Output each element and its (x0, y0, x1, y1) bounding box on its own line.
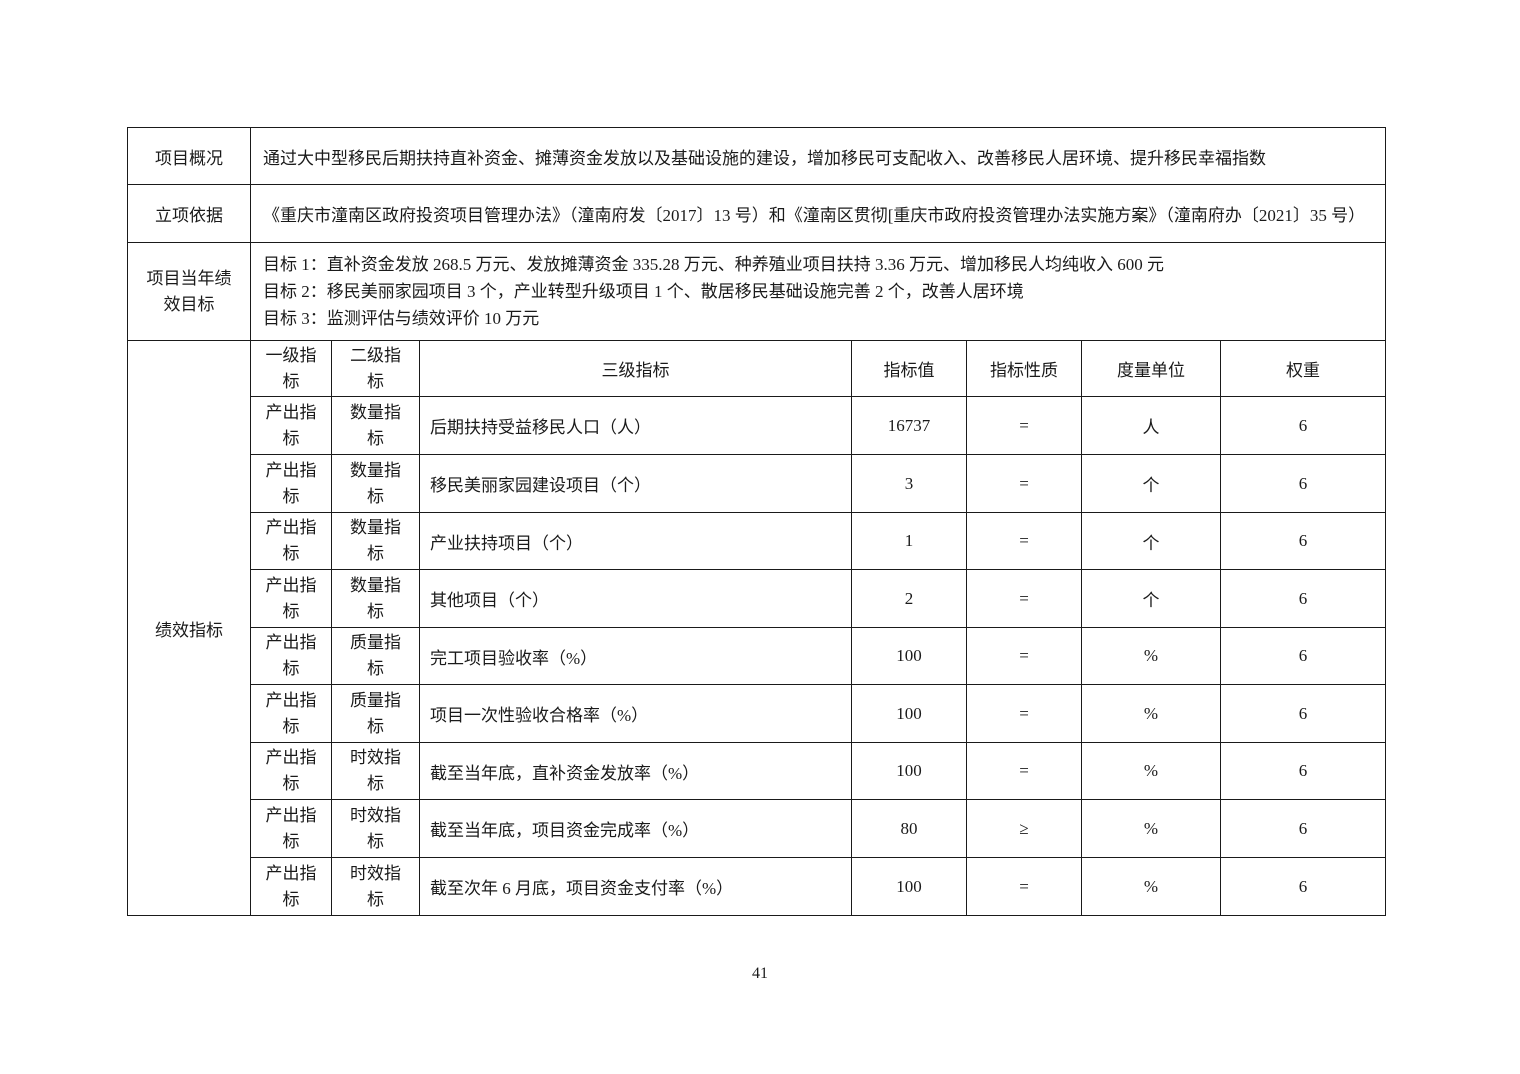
cell-level2: 时效指标 (331, 799, 420, 858)
cell-nature: = (966, 454, 1082, 513)
cell-nature: = (966, 396, 1082, 455)
cell-value: 100 (851, 627, 967, 685)
header-weight: 权重 (1219, 340, 1387, 397)
page-number: 41 (752, 965, 768, 982)
cell-weight: 6 (1219, 569, 1387, 628)
cell-level2: 数量指标 (331, 512, 420, 570)
header-indicator-value: 指标值 (851, 340, 967, 397)
cell-level3: 后期扶持受益移民人口（人） (419, 396, 852, 455)
goal-line-1: 目标 1：直补资金发放 268.5 万元、发放摊薄资金 335.28 万元、种养… (263, 255, 1164, 274)
cell-unit: 人 (1081, 396, 1221, 455)
cell-level1: 产出指标 (250, 396, 332, 455)
table-header-row: 绩效指标 一级指标 二级指标 三级指标 指标值 指标性质 度量单位 权重 (127, 340, 1387, 916)
cell-weight: 6 (1219, 684, 1387, 743)
cell-level1: 产出指标 (250, 454, 332, 513)
cell-nature: ≥ (966, 799, 1082, 858)
cell-level2: 数量指标 (331, 396, 420, 455)
cell-value: 80 (851, 799, 967, 858)
cell-nature: = (966, 569, 1082, 628)
cell-level3: 其他项目（个） (419, 569, 852, 628)
cell-level3: 截至次年 6 月底，项目资金支付率（%） (419, 857, 852, 916)
cell-weight: 6 (1219, 396, 1387, 455)
indicator-row: 产出指标 质量指标 项目一次性验收合格率（%） 100 = % 6 (128, 684, 1387, 743)
cell-level2: 时效指标 (331, 857, 420, 916)
cell-level3: 移民美丽家园建设项目（个） (419, 454, 852, 513)
indicator-row: 产出指标 时效指标 截至次年 6 月底，项目资金支付率（%） 100 = % 6 (128, 857, 1387, 916)
cell-weight: 6 (1219, 454, 1387, 513)
header-level2-indicator: 二级指标 (331, 340, 420, 397)
cell-value: 100 (851, 742, 967, 800)
cell-level1: 产出指标 (250, 512, 332, 570)
cell-weight: 6 (1219, 799, 1387, 858)
indicator-row: 产出指标 数量指标 移民美丽家园建设项目（个） 3 = 个 6 (128, 454, 1387, 513)
approval-basis-content: 《重庆市潼南区政府投资项目管理办法》（潼南府发〔2017〕13 号）和《潼南区贯… (249, 184, 1387, 243)
cell-value: 2 (851, 569, 967, 628)
header-indicator-nature: 指标性质 (966, 340, 1082, 397)
indicator-row: 产出指标 数量指标 其他项目（个） 2 = 个 6 (128, 569, 1387, 628)
cell-unit: % (1081, 857, 1221, 916)
cell-weight: 6 (1219, 857, 1387, 916)
cell-weight: 6 (1219, 512, 1387, 570)
cell-level3: 完工项目验收率（%） (419, 627, 852, 685)
cell-unit: % (1081, 627, 1221, 685)
project-overview-content: 通过大中型移民后期扶持直补资金、摊薄资金发放以及基础设施的建设，增加移民可支配收… (249, 127, 1387, 185)
header-measure-unit: 度量单位 (1081, 340, 1221, 397)
cell-nature: = (966, 742, 1082, 800)
cell-level1: 产出指标 (250, 742, 332, 800)
performance-indicators-table: 项目概况 通过大中型移民后期扶持直补资金、摊薄资金发放以及基础设施的建设，增加移… (127, 127, 1387, 916)
cell-unit: % (1081, 684, 1221, 743)
header-level3-indicator: 三级指标 (419, 340, 852, 397)
cell-level1: 产出指标 (250, 684, 332, 743)
indicator-row: 产出指标 时效指标 截至当年底，直补资金发放率（%） 100 = % 6 (128, 742, 1387, 800)
table-row: 立项依据 《重庆市潼南区政府投资项目管理办法》（潼南府发〔2017〕13 号）和… (127, 184, 1387, 243)
annual-goals-content: 目标 1：直补资金发放 268.5 万元、发放摊薄资金 335.28 万元、种养… (249, 242, 1387, 341)
indicator-row: 产出指标 数量指标 产业扶持项目（个） 1 = 个 6 (128, 512, 1387, 570)
header-level1-indicator: 一级指标 (250, 340, 332, 397)
cell-nature: = (966, 857, 1082, 916)
goal-line-2: 目标 2：移民美丽家园项目 3 个，产业转型升级项目 1 个、散居移民基础设施完… (263, 282, 1024, 301)
row-label-performance-indicators: 绩效指标 (127, 340, 251, 916)
cell-nature: = (966, 627, 1082, 685)
cell-unit: 个 (1081, 569, 1221, 628)
cell-value: 100 (851, 684, 967, 743)
cell-weight: 6 (1219, 742, 1387, 800)
cell-unit: % (1081, 742, 1221, 800)
cell-value: 16737 (851, 396, 967, 455)
cell-value: 1 (851, 512, 967, 570)
cell-value: 3 (851, 454, 967, 513)
indicator-row: 产出指标 数量指标 后期扶持受益移民人口（人） 16737 = 人 6 (128, 396, 1387, 455)
cell-level3: 截至当年底，项目资金完成率（%） (419, 799, 852, 858)
cell-unit: % (1081, 799, 1221, 858)
cell-level2: 数量指标 (331, 569, 420, 628)
indicator-row: 产出指标 质量指标 完工项目验收率（%） 100 = % 6 (128, 627, 1387, 685)
cell-nature: = (966, 684, 1082, 743)
cell-level1: 产出指标 (250, 857, 332, 916)
cell-level2: 时效指标 (331, 742, 420, 800)
indicator-row: 产出指标 时效指标 截至当年底，项目资金完成率（%） 80 ≥ % 6 (128, 799, 1387, 858)
table-row: 项目当年绩效目标 目标 1：直补资金发放 268.5 万元、发放摊薄资金 335… (127, 242, 1387, 341)
row-label-project-overview: 项目概况 (127, 127, 251, 185)
cell-level1: 产出指标 (250, 569, 332, 628)
goal-line-3: 目标 3：监测评估与绩效评价 10 万元 (263, 309, 540, 328)
cell-level2: 质量指标 (331, 627, 420, 685)
cell-level3: 项目一次性验收合格率（%） (419, 684, 852, 743)
cell-unit: 个 (1081, 512, 1221, 570)
cell-level2: 数量指标 (331, 454, 420, 513)
cell-level3: 产业扶持项目（个） (419, 512, 852, 570)
row-label-annual-goals: 项目当年绩效目标 (127, 242, 251, 341)
cell-level2: 质量指标 (331, 684, 420, 743)
row-label-approval-basis: 立项依据 (127, 184, 251, 243)
cell-level1: 产出指标 (250, 799, 332, 858)
cell-weight: 6 (1219, 627, 1387, 685)
cell-value: 100 (851, 857, 967, 916)
cell-unit: 个 (1081, 454, 1221, 513)
cell-level3: 截至当年底，直补资金发放率（%） (419, 742, 852, 800)
cell-nature: = (966, 512, 1082, 570)
table-row: 项目概况 通过大中型移民后期扶持直补资金、摊薄资金发放以及基础设施的建设，增加移… (127, 127, 1387, 185)
cell-level1: 产出指标 (250, 627, 332, 685)
